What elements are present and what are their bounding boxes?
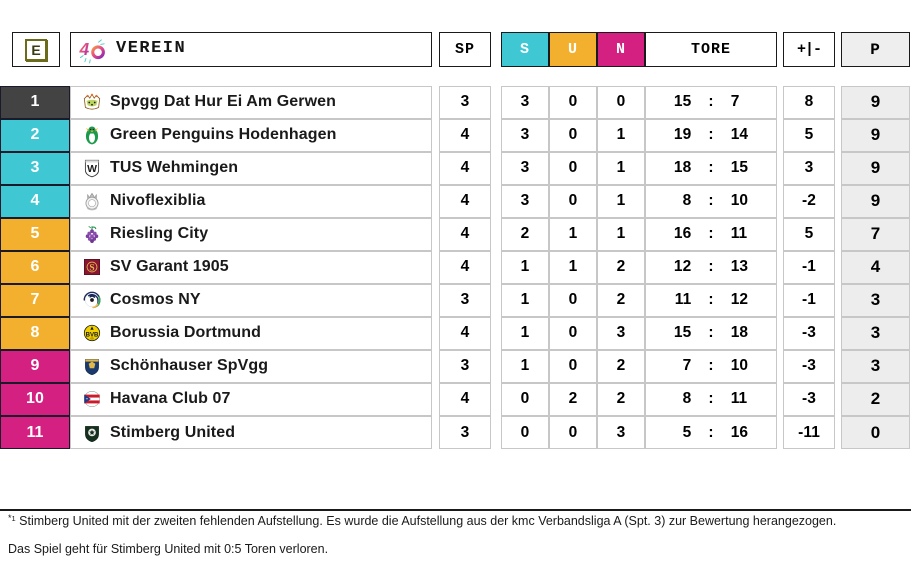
svg-text:W: W [87, 164, 97, 175]
svg-text:4: 4 [79, 39, 90, 59]
svg-text:S: S [89, 264, 94, 274]
svg-text:09: 09 [90, 337, 94, 341]
